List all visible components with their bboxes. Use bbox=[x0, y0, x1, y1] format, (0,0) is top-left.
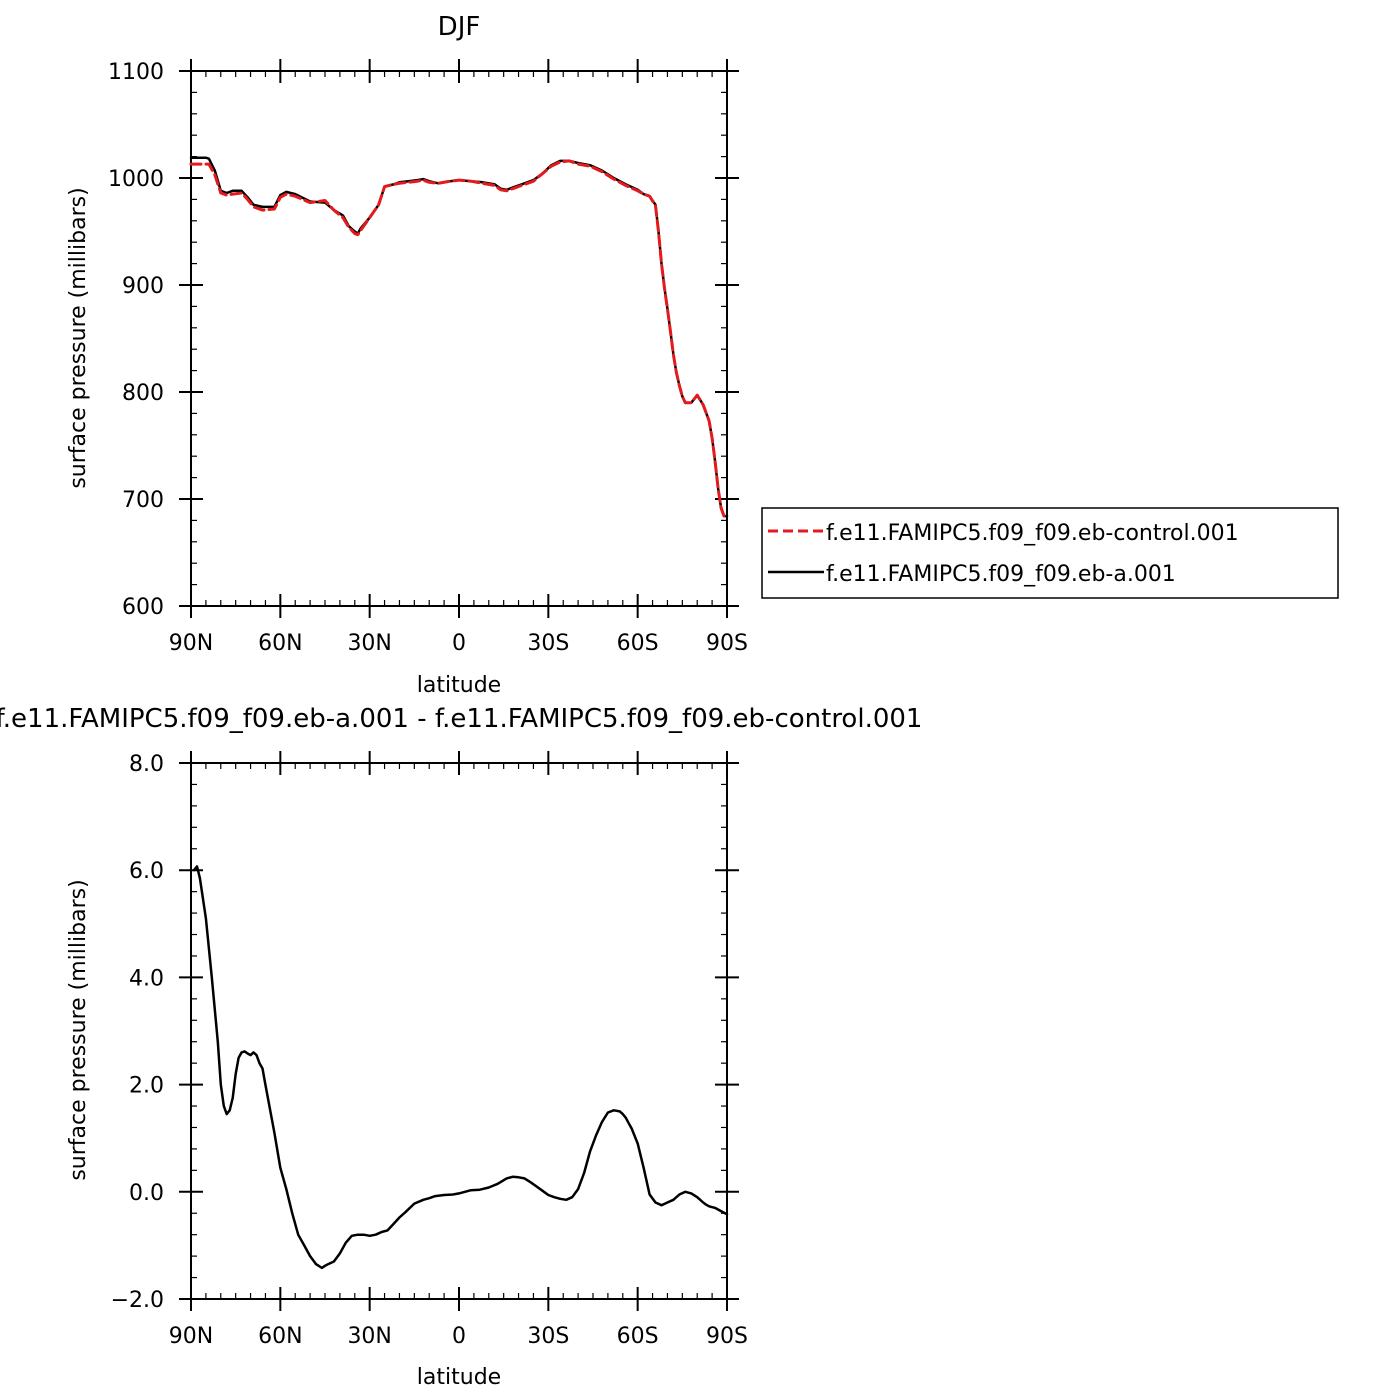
x-tick-label: 90N bbox=[169, 631, 213, 656]
y-axis-label: surface pressure (millibars) bbox=[66, 187, 91, 488]
series-line-1 bbox=[189, 156, 729, 518]
plot-frame bbox=[190, 70, 728, 607]
y-axis-label: surface pressure (millibars) bbox=[66, 879, 91, 1180]
x-tick-label: 60S bbox=[617, 631, 659, 656]
x-tick-label: 90S bbox=[706, 1324, 748, 1349]
plot-frame bbox=[190, 762, 728, 1300]
y-tick-label: 1000 bbox=[108, 167, 164, 192]
y-tick-label: 0.0 bbox=[129, 1181, 164, 1206]
x-tick-label: 0 bbox=[452, 631, 466, 656]
plot-area: 90N 60N 30N 0 30S 60S 90S −2.0 0.0 2.0 4.0 6.0 8.0 bbox=[111, 751, 748, 1349]
series-line-0 bbox=[189, 159, 729, 519]
plot-area: 90N 60N 30N 0 30S 60S 90S 600 700 800 900 1000 1100 bbox=[108, 59, 748, 656]
y-tick-label: 2.0 bbox=[129, 1074, 164, 1099]
series-line-0 bbox=[192, 865, 729, 1270]
x-axis-label: latitude bbox=[417, 1365, 501, 1390]
y-tick-label: 600 bbox=[122, 595, 164, 620]
y-tick-label: −2.0 bbox=[111, 1288, 164, 1313]
difference-panel: f.e11.FAMIPC5.f09_f09.eb-a.001 - f.e11.F… bbox=[0, 704, 922, 1390]
y-tick-label: 800 bbox=[122, 381, 164, 406]
chart-title: DJF bbox=[438, 12, 481, 42]
x-tick-label: 60N bbox=[258, 1324, 302, 1349]
chart-title: f.e11.FAMIPC5.f09_f09.eb-a.001 - f.e11.F… bbox=[0, 704, 922, 734]
x-tick-label: 60N bbox=[258, 631, 302, 656]
x-tick-label: 30S bbox=[527, 631, 569, 656]
y-tick-label: 6.0 bbox=[129, 859, 164, 884]
x-tick-label: 30N bbox=[347, 631, 391, 656]
x-tick-label: 30N bbox=[347, 1324, 391, 1349]
y-tick-label: 1100 bbox=[108, 60, 164, 85]
x-tick-label: 0 bbox=[452, 1324, 466, 1349]
y-tick-label: 8.0 bbox=[129, 752, 164, 777]
y-tick-label: 4.0 bbox=[129, 966, 164, 991]
y-tick-label: 900 bbox=[122, 274, 164, 299]
x-axis-label: latitude bbox=[417, 673, 501, 698]
x-tick-label: 60S bbox=[617, 1324, 659, 1349]
x-tick-label: 30S bbox=[527, 1324, 569, 1349]
legend: f.e11.FAMIPC5.f09_f09.eb-control.001 f.e… bbox=[761, 507, 1339, 599]
legend-label-a: f.e11.FAMIPC5.f09_f09.eb-a.001 bbox=[826, 562, 1176, 587]
x-tick-label: 90S bbox=[706, 631, 748, 656]
legend-box bbox=[761, 507, 1339, 599]
surface-pressure-panel: DJF surface pressure (millibars) latitud… bbox=[66, 12, 1339, 698]
y-tick-label: 700 bbox=[122, 488, 164, 513]
x-tick-label: 90N bbox=[169, 1324, 213, 1349]
legend-label-control: f.e11.FAMIPC5.f09_f09.eb-control.001 bbox=[826, 521, 1239, 546]
